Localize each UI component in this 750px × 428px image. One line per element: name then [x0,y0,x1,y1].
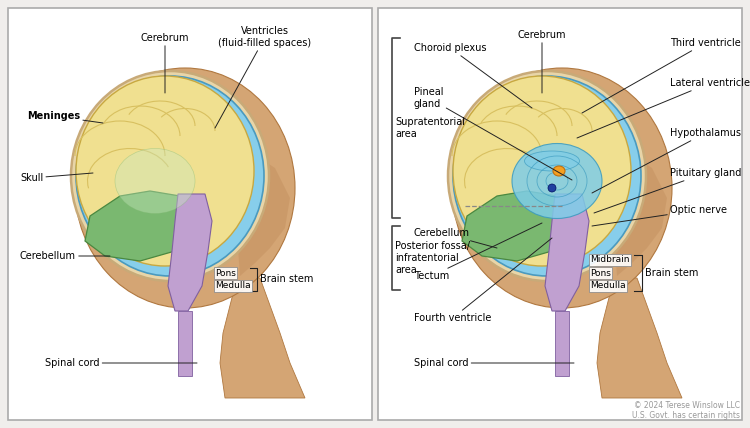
Text: Choroid plexus: Choroid plexus [414,43,532,108]
Ellipse shape [453,76,641,276]
Text: Lateral ventricle: Lateral ventricle [577,78,750,138]
Text: Posterior fossa/
infratentorial
area: Posterior fossa/ infratentorial area [395,241,470,275]
Text: Cerebellum: Cerebellum [20,251,110,261]
Text: Ventricles
(fluid-filled spaces): Ventricles (fluid-filled spaces) [215,27,311,128]
Polygon shape [220,278,305,398]
Ellipse shape [448,71,646,281]
Ellipse shape [553,166,565,176]
Ellipse shape [453,76,631,266]
Polygon shape [85,191,185,261]
Ellipse shape [115,149,195,214]
Polygon shape [545,194,589,311]
Text: Cerebellum: Cerebellum [414,228,497,248]
Polygon shape [555,311,569,376]
Text: Meninges: Meninges [27,111,103,123]
Text: Brain stem: Brain stem [645,268,698,278]
Ellipse shape [548,184,556,192]
Ellipse shape [524,151,580,171]
Ellipse shape [76,76,254,266]
Text: Pineal
gland: Pineal gland [414,87,572,180]
Ellipse shape [71,71,269,281]
Text: Supratentorial
area: Supratentorial area [395,117,465,139]
Text: Fourth ventricle: Fourth ventricle [414,238,552,323]
Ellipse shape [75,68,295,308]
Text: Midbrain: Midbrain [590,256,629,265]
Text: Pons: Pons [590,268,610,277]
Ellipse shape [452,68,672,308]
Text: © 2024 Terese Winslow LLC
U.S. Govt. has certain rights: © 2024 Terese Winslow LLC U.S. Govt. has… [632,401,740,420]
Ellipse shape [76,76,264,276]
Polygon shape [607,138,667,276]
Text: Tectum: Tectum [414,223,542,281]
Text: Skull: Skull [20,173,93,183]
Bar [8,8,372,420]
Text: Cerebrum: Cerebrum [518,30,566,93]
Polygon shape [230,138,290,276]
Text: Cerebrum: Cerebrum [141,33,189,93]
Polygon shape [597,278,682,398]
Text: Spinal cord: Spinal cord [45,358,197,368]
Text: Spinal cord: Spinal cord [414,358,574,368]
Text: Hypothalamus: Hypothalamus [592,128,741,193]
Text: Medulla: Medulla [215,282,250,291]
Ellipse shape [512,143,602,219]
Polygon shape [168,194,212,311]
Text: Medulla: Medulla [590,282,626,291]
Text: Optic nerve: Optic nerve [592,205,727,226]
Text: Brain stem: Brain stem [260,274,314,284]
Text: Pons: Pons [215,268,236,277]
Bar [378,8,742,420]
Text: Third ventricle: Third ventricle [582,38,741,113]
Polygon shape [462,191,562,261]
Text: Pituitary gland: Pituitary gland [594,168,741,213]
Polygon shape [178,311,192,376]
